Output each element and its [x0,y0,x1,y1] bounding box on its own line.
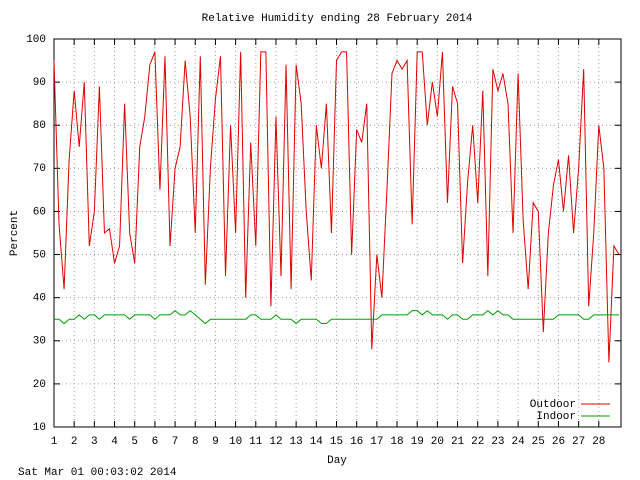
x-tick-label: 11 [249,436,263,448]
x-tick-label: 9 [212,436,219,448]
x-tick-label: 22 [471,436,484,448]
data-line [54,309,619,325]
legend-label: Outdoor [530,399,576,411]
legend-label: Indoor [536,411,576,423]
y-axis-label: Percent [9,210,21,256]
x-tick-label: 17 [370,436,383,448]
y-tick-label: 30 [33,336,46,348]
x-tick-label: 27 [572,436,585,448]
x-tick-label: 24 [511,436,525,448]
plot-border [53,38,622,428]
x-tick-label: 18 [390,436,403,448]
data-line [53,51,620,363]
x-tick-label: 13 [290,436,303,448]
y-tick-label: 20 [33,379,46,391]
x-tick-label: 2 [71,436,78,448]
y-tick-label: 50 [33,249,46,261]
x-tick-label: 5 [131,436,138,448]
y-tick-label: 40 [33,293,46,305]
footer: Sat Mar 01 00:03:02 2014 [18,467,177,479]
x-tick-label: 15 [330,436,343,448]
x-axis-label: Day [327,455,347,467]
x-tick-label: 28 [592,436,605,448]
x-tick-label: 25 [532,436,545,448]
x-tick-label: 7 [172,436,179,448]
x-tick-label: 20 [431,436,444,448]
x-tick-label: 26 [552,436,565,448]
x-tick-label: 12 [269,436,282,448]
chart-title: Relative Humidity ending 28 February 201… [202,13,473,25]
x-tick-label: 4 [111,436,118,448]
x-tick-label: 1 [51,436,58,448]
x-tick-label: 8 [192,436,199,448]
y-tick-label: 90 [33,77,46,89]
x-tick-label: 23 [491,436,504,448]
x-tick-label: 3 [91,436,98,448]
y-tick-label: 10 [33,422,46,434]
x-tick-label: 21 [451,436,465,448]
x-tick-label: 14 [310,436,324,448]
y-tick-label: 70 [33,163,46,175]
x-tick-label: 19 [411,436,424,448]
y-tick-label: 60 [33,206,46,218]
x-tick-label: 6 [152,436,159,448]
y-tick-label: 100 [26,34,46,46]
x-tick-label: 16 [350,436,363,448]
y-tick-label: 80 [33,120,46,132]
x-tick-label: 10 [229,436,242,448]
